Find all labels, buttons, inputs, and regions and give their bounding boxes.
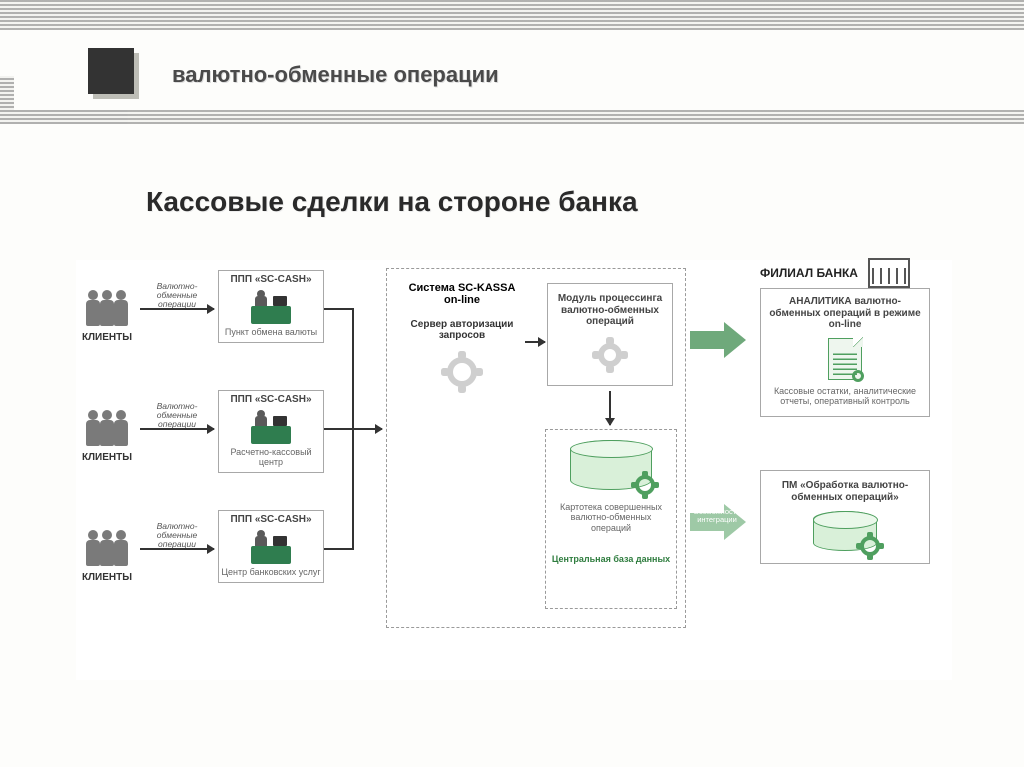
- connector-line: [324, 308, 352, 310]
- page-header-title: валютно-обменные операции: [172, 62, 499, 88]
- operation-arrow-label: Валютно-обменные операции: [142, 522, 212, 549]
- page-subtitle: Кассовые сделки на стороне банка: [146, 186, 638, 218]
- cash-box-sub: Расчетно-кассовый центр: [219, 446, 323, 472]
- integration-arrow-label: Возможность интеграции: [692, 508, 742, 523]
- module-title: Модуль процессинга валютно-обменных опер…: [552, 290, 668, 331]
- cash-point-box: ППП «SC-CASH» Расчетно-кассовый центр: [218, 390, 324, 473]
- bank-building-icon: [868, 258, 910, 288]
- cashier-icon: [251, 414, 291, 444]
- system-title: Система SC-KASSA on-line: [397, 279, 527, 309]
- connector-arrow: [140, 308, 214, 310]
- clients-label: КЛИЕНТЫ: [76, 452, 138, 463]
- analytics-sub: Кассовые остатки, аналитические отчеты, …: [765, 384, 925, 411]
- server-label: Сервер авторизации запросов: [397, 317, 527, 345]
- cash-box-title: ППП «SC-CASH»: [219, 271, 323, 288]
- cashier-icon: [251, 534, 291, 564]
- connector-line: [324, 428, 352, 430]
- connector-arrow: [352, 428, 382, 430]
- clients-icon: [76, 524, 138, 570]
- gear-icon: [592, 337, 628, 373]
- report-document-icon: [828, 338, 862, 380]
- title-divider-hatch: [0, 110, 1024, 124]
- top-hatch-bar: [0, 0, 1024, 30]
- connector-arrow: [140, 548, 214, 550]
- database-icon: [813, 511, 877, 551]
- operation-arrow-label: Валютно-обменные операции: [142, 282, 212, 309]
- cash-point-box: ППП «SC-CASH» Центр банковских услуг: [218, 510, 324, 583]
- connector-arrow: [609, 391, 611, 425]
- clients-label: КЛИЕНТЫ: [76, 572, 138, 583]
- clients-icon: [76, 404, 138, 450]
- diagram-container: КЛИЕНТЫ Валютно-обменные операции ППП «S…: [76, 260, 952, 680]
- cashier-icon: [251, 294, 291, 324]
- central-db-region: Картотека совершенных валютно-обменных о…: [545, 429, 677, 609]
- processing-module-box: Модуль процессинга валютно-обменных опер…: [547, 283, 673, 386]
- integration-arrow-icon: Возможность интеграции: [690, 504, 746, 540]
- pm-title: ПМ «Обработка валютно-обменных операций»: [765, 477, 925, 507]
- header-square-bullet: [88, 48, 134, 94]
- filial-title: ФИЛИАЛ БАНКА: [760, 266, 858, 280]
- pm-box: ПМ «Обработка валютно-обменных операций»: [760, 470, 930, 564]
- connector-arrow: [140, 428, 214, 430]
- cash-box-title: ППП «SC-CASH»: [219, 391, 323, 408]
- clients-icon: [76, 284, 138, 330]
- analytics-box: АНАЛИТИКА валютно-обменных операций в ре…: [760, 288, 930, 417]
- system-region: Система SC-KASSA on-line Сервер авториза…: [386, 268, 686, 628]
- cash-point-box: ППП «SC-CASH» Пункт обмена валюты: [218, 270, 324, 343]
- gear-icon: [441, 351, 483, 393]
- database-icon: [570, 440, 652, 490]
- filial-header: ФИЛИАЛ БАНКА: [760, 258, 910, 288]
- cash-box-sub: Пункт обмена валюты: [219, 326, 323, 342]
- db-footer: Центральная база данных: [546, 551, 676, 569]
- connector-arrow: [525, 341, 545, 343]
- analytics-title: АНАЛИТИКА валютно-обменных операций в ре…: [765, 293, 925, 334]
- cash-box-title: ППП «SC-CASH»: [219, 511, 323, 528]
- connector-line: [324, 548, 352, 550]
- cash-box-sub: Центр банковских услуг: [219, 566, 323, 582]
- system-title-block: Система SC-KASSA on-line Сервер авториза…: [397, 279, 527, 399]
- flow-arrow-icon: [690, 322, 746, 358]
- operation-arrow-label: Валютно-обменные операции: [142, 402, 212, 429]
- clients-label: КЛИЕНТЫ: [76, 332, 138, 343]
